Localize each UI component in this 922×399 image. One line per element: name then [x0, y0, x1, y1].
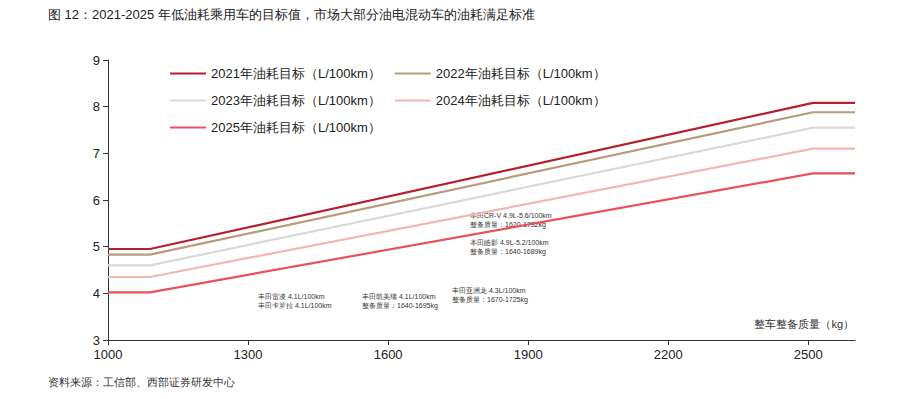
svg-text:资料来源：工信部、西部证券研发中心: 资料来源：工信部、西部证券研发中心	[48, 376, 235, 388]
svg-text:整备质量：1670-1725kg: 整备质量：1670-1725kg	[452, 296, 528, 304]
svg-text:2022年油耗目标（L/100km）: 2022年油耗目标（L/100km）	[436, 66, 606, 81]
svg-text:5: 5	[93, 239, 100, 254]
svg-text:1300: 1300	[234, 347, 263, 362]
svg-text:6: 6	[93, 193, 100, 208]
svg-text:2023年油耗目标（L/100km）: 2023年油耗目标（L/100km）	[211, 93, 381, 108]
svg-text:3: 3	[93, 333, 100, 348]
svg-text:整车整备质量（kg）: 整车整备质量（kg）	[754, 318, 854, 330]
svg-text:8: 8	[93, 99, 100, 114]
svg-text:2500: 2500	[794, 347, 823, 362]
svg-text:整备质量：1640-1689kg: 整备质量：1640-1689kg	[470, 248, 546, 256]
svg-text:2024年油耗目标（L/100km）: 2024年油耗目标（L/100km）	[436, 93, 606, 108]
svg-text:丰田亚洲龙 4.3L/100km: 丰田亚洲龙 4.3L/100km	[452, 287, 526, 294]
svg-text:丰田卡罗拉 4.1L/100km: 丰田卡罗拉 4.1L/100km	[258, 302, 332, 309]
svg-text:整备质量：1640-1695kg: 整备质量：1640-1695kg	[362, 302, 438, 310]
svg-text:本田皓影 4.9L-5.2/100km: 本田皓影 4.9L-5.2/100km	[470, 239, 549, 246]
svg-text:2200: 2200	[654, 347, 683, 362]
svg-text:1900: 1900	[514, 347, 543, 362]
svg-text:整备质量：1620-1732kg: 整备质量：1620-1732kg	[470, 221, 546, 228]
svg-text:1000: 1000	[94, 347, 123, 362]
svg-text:1600: 1600	[374, 347, 403, 362]
svg-text:7: 7	[93, 146, 100, 161]
svg-text:本田CR-V 4.9L-5.6/100km: 本田CR-V 4.9L-5.6/100km	[470, 212, 552, 219]
svg-text:丰田凯美瑞 4.1L/100km: 丰田凯美瑞 4.1L/100km	[362, 293, 436, 300]
svg-text:图 12：2021-2025 年低油耗乘用车的目标值，市场大: 图 12：2021-2025 年低油耗乘用车的目标值，市场大部分油电混动车的油耗…	[48, 7, 535, 22]
svg-text:4: 4	[93, 286, 100, 301]
svg-text:2021年油耗目标（L/100km）: 2021年油耗目标（L/100km）	[211, 66, 381, 81]
svg-text:9: 9	[93, 53, 100, 68]
svg-text:丰田雷凌 4.1L/100km: 丰田雷凌 4.1L/100km	[258, 293, 325, 300]
svg-text:2025年油耗目标（L/100km）: 2025年油耗目标（L/100km）	[211, 120, 381, 135]
